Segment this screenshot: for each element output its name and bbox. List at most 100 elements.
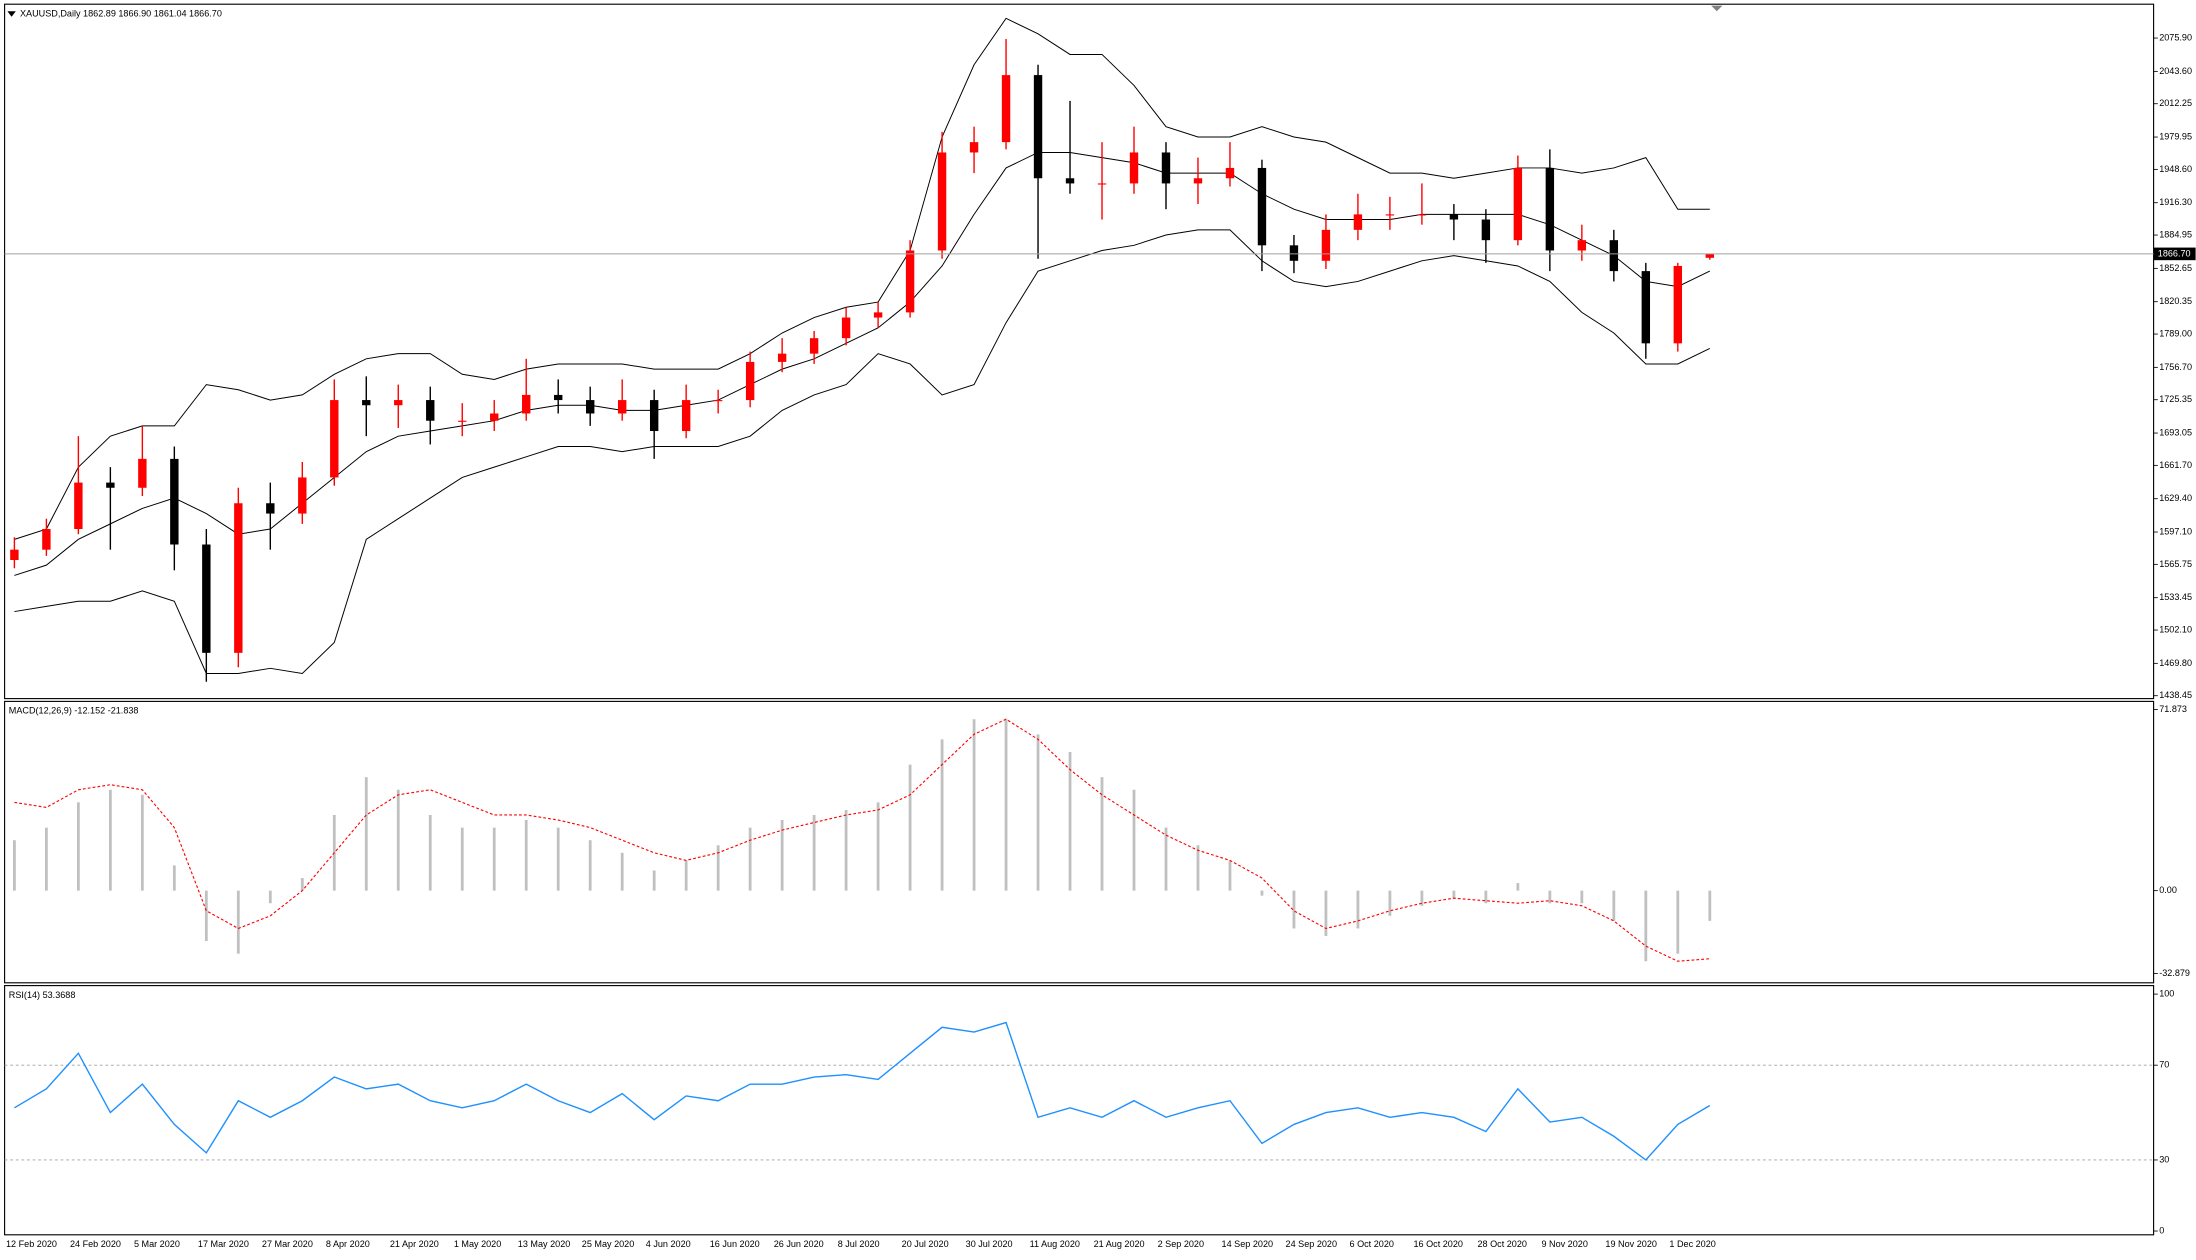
x-tick-label: 28 Oct 2020: [1477, 1239, 1526, 1249]
x-tick-label: 27 Mar 2020: [262, 1239, 313, 1249]
candle-body: [298, 477, 307, 514]
candle-body: [1321, 229, 1331, 261]
y-tick-label: 2043.60: [2159, 66, 2192, 76]
x-tick-label: 21 Apr 2020: [390, 1239, 439, 1249]
x-tick-label: 1 May 2020: [454, 1239, 501, 1249]
x-tick-label: 16 Oct 2020: [1414, 1239, 1463, 1249]
x-tick-label: 21 Aug 2020: [1094, 1239, 1145, 1249]
candle-body: [1481, 219, 1491, 241]
candle-body: [1417, 214, 1427, 216]
y-tick-label: 1820.35: [2159, 296, 2192, 306]
candle-body: [234, 503, 243, 653]
y-tick-label: 1979.95: [2159, 131, 2192, 141]
y-tick-label: 1789.00: [2159, 328, 2192, 338]
y-tick-label: 100: [2159, 989, 2174, 999]
candle-body: [681, 400, 691, 432]
x-tick-label: 5 Mar 2020: [134, 1239, 180, 1249]
candle-body: [809, 338, 819, 354]
candle-body: [1353, 214, 1363, 230]
candle-body: [1129, 152, 1139, 184]
y-tick-label: 1502.10: [2159, 624, 2192, 634]
candle-body: [1065, 178, 1075, 184]
x-tick-label: 8 Apr 2020: [326, 1239, 370, 1249]
candle-body: [841, 317, 851, 339]
bollinger-middle: [14, 151, 1711, 576]
y-tick-label: 1565.75: [2159, 559, 2192, 569]
candle-body: [554, 394, 563, 401]
candle-body: [617, 400, 627, 414]
candle-body: [905, 250, 915, 313]
x-tick-label: 17 Mar 2020: [198, 1239, 249, 1249]
x-tick-label: 24 Feb 2020: [70, 1239, 121, 1249]
x-tick-label: 13 May 2020: [518, 1239, 571, 1249]
rsi-panel-frame: [4, 985, 2155, 1236]
x-tick-label: 24 Sep 2020: [1286, 1239, 1338, 1249]
x-tick-label: 30 Jul 2020: [966, 1239, 1013, 1249]
y-tick-label: 70: [2159, 1060, 2169, 1070]
candle-body: [1225, 167, 1235, 179]
macd-title: MACD(12,26,9) -12.152 -21.838: [9, 706, 139, 716]
x-tick-label: 2 Sep 2020: [1158, 1239, 1204, 1249]
shift-marker: [1711, 5, 1723, 12]
y-tick-label: 1469.80: [2159, 658, 2192, 668]
candle-body: [969, 142, 979, 153]
candle-body: [1705, 253, 1714, 258]
x-tick-label: 6 Oct 2020: [1350, 1239, 1394, 1249]
y-tick-label: 1948.60: [2159, 164, 2192, 174]
y-tick-label: 1756.70: [2159, 362, 2192, 372]
x-tick-label: 4 Jun 2020: [646, 1239, 691, 1249]
x-tick-label: 25 May 2020: [582, 1239, 635, 1249]
x-tick-label: 14 Sep 2020: [1222, 1239, 1274, 1249]
price-label-box: [2153, 247, 2196, 261]
candle-body: [937, 152, 947, 251]
candle-body: [202, 544, 211, 653]
candle-body: [777, 353, 787, 362]
symbol-icon: [7, 11, 16, 17]
candle-body: [10, 549, 19, 560]
candle-body: [1001, 75, 1011, 143]
y-tick-label: 2075.90: [2159, 32, 2192, 42]
y-tick-label: -32.879: [2159, 968, 2190, 978]
y-tick-label: 0.00: [2159, 885, 2177, 895]
x-tick-label: 19 Nov 2020: [1605, 1239, 1656, 1249]
x-tick-label: 11 Aug 2020: [1030, 1239, 1080, 1249]
y-tick-label: 1597.10: [2159, 526, 2192, 536]
candle-body: [1385, 214, 1395, 216]
candle-body: [106, 482, 115, 488]
candle-body: [1289, 245, 1299, 261]
rsi-title: RSI(14) 53.3688: [9, 990, 76, 1000]
x-tick-label: 1 Dec 2020: [1669, 1239, 1715, 1249]
candle-body: [1609, 240, 1619, 272]
candle-body: [1097, 183, 1107, 185]
candle-body: [74, 482, 83, 530]
candle-body: [330, 400, 339, 478]
y-tick-label: 1884.95: [2159, 229, 2192, 239]
candle-body: [585, 400, 595, 414]
x-tick-label: 9 Nov 2020: [1541, 1239, 1587, 1249]
candle-body: [42, 529, 51, 550]
y-tick-label: 1661.70: [2159, 460, 2192, 470]
candle-body: [713, 400, 723, 402]
y-tick-label: 0: [2159, 1225, 2164, 1235]
chart-title: XAUUSD,Daily 1862.89 1866.90 1861.04 186…: [20, 8, 222, 18]
bollinger-upper: [14, 17, 1710, 540]
y-tick-label: 30: [2159, 1154, 2169, 1164]
price-panel-frame: [4, 3, 2155, 700]
candle-body: [1257, 167, 1267, 246]
candle-body: [426, 400, 435, 421]
candle-body: [649, 400, 659, 432]
candle-body: [266, 503, 275, 514]
y-tick-label: 1916.30: [2159, 197, 2192, 207]
y-tick-label: 71.873: [2159, 704, 2187, 714]
candle-body: [1513, 167, 1523, 241]
price-label: 1866.70: [2158, 248, 2191, 258]
candle-body: [1545, 167, 1555, 251]
x-tick-label: 8 Jul 2020: [838, 1239, 880, 1249]
candle-body: [1641, 271, 1651, 344]
candle-body: [1673, 265, 1683, 344]
candle-body: [490, 413, 499, 421]
candle-body: [1577, 240, 1587, 251]
candle-body: [458, 420, 467, 422]
